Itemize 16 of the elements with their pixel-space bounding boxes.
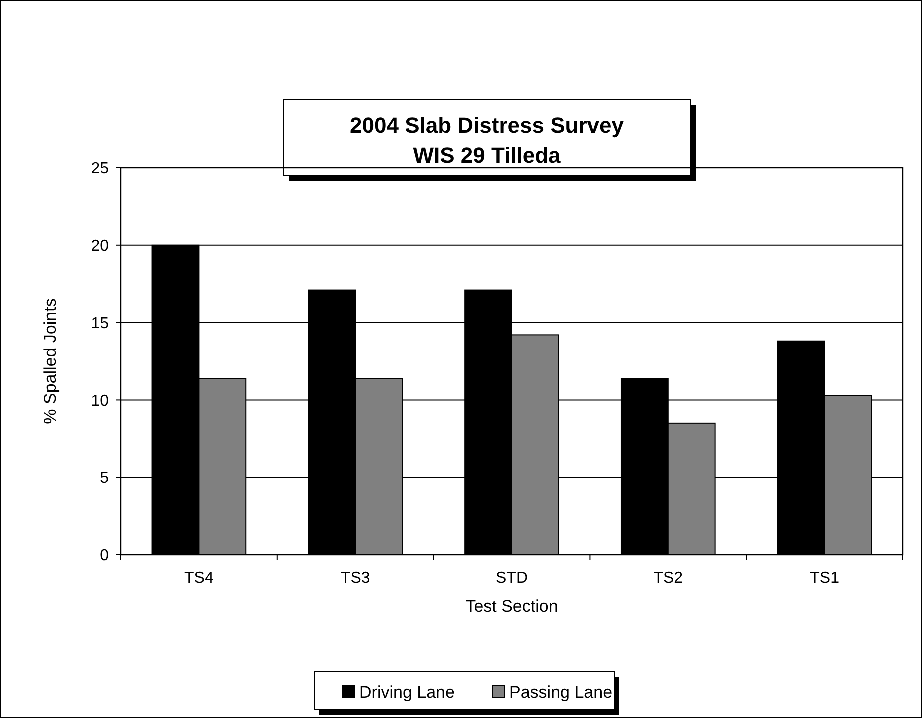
y-tick-label: 0 [100, 548, 110, 565]
y-tick-label: 15 [91, 315, 110, 332]
x-tick-label: TS1 [810, 570, 840, 587]
y-axis-title: % Spalled Joints [41, 298, 60, 424]
x-tick-label: TS3 [340, 570, 370, 587]
y-tick-label: 25 [91, 160, 110, 178]
chart-title: 2004 Slab Distress Survey WIS 29 Tilleda [350, 113, 625, 168]
x-tick-label: TS4 [184, 570, 214, 587]
y-tick-label: 10 [91, 392, 110, 410]
legend-label: Driving Lane [360, 683, 455, 702]
y-tick-label: 5 [100, 470, 110, 488]
x-tick-label: STD [496, 570, 528, 587]
y-tick-label: 20 [91, 238, 110, 255]
x-tick-label: TS2 [654, 570, 684, 587]
legend-label: Passing Lane [510, 683, 613, 702]
x-axis-title: Test Section [466, 597, 558, 616]
